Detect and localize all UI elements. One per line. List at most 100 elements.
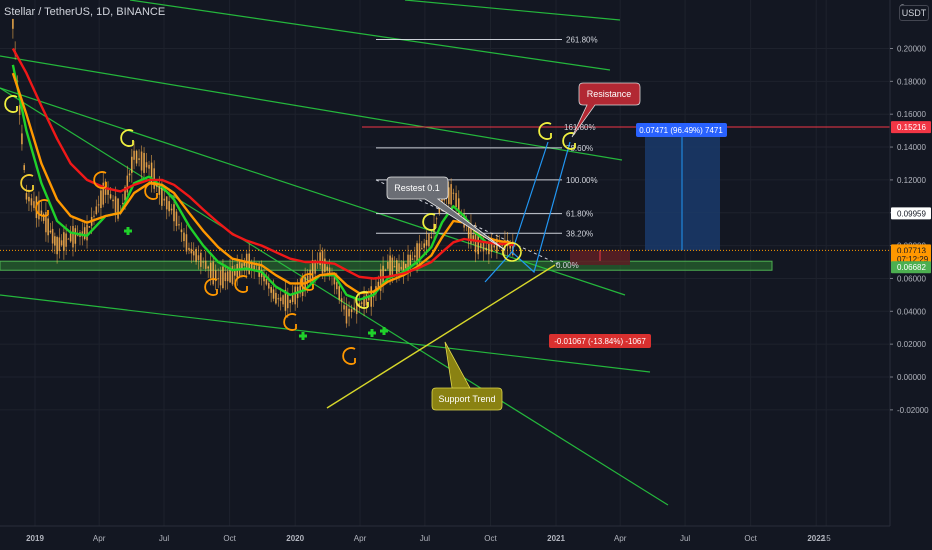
currency-unit-button[interactable]: USDT xyxy=(899,5,929,21)
candle-body-147 xyxy=(365,294,368,306)
candle-body-190 xyxy=(467,220,470,239)
candle-body-5 xyxy=(23,165,25,171)
resistance-callout-box xyxy=(571,82,641,138)
signal-c-marker-13 xyxy=(538,122,552,140)
candle-body-27 xyxy=(74,228,77,244)
candle-body-66 xyxy=(168,201,170,212)
candle-body-6 xyxy=(25,193,28,200)
channel-line-4 xyxy=(129,0,611,71)
candle-body-4 xyxy=(21,133,23,145)
price-tick-label-0: 0.20000 xyxy=(897,45,926,54)
candle-body-21 xyxy=(60,240,63,246)
candle-body-144 xyxy=(358,303,361,307)
candle-body-126 xyxy=(314,260,316,274)
time-tick-label-5: Apr xyxy=(354,534,367,543)
candle-body-197 xyxy=(485,247,488,251)
candle-body-191 xyxy=(470,223,472,244)
signal-markers xyxy=(4,95,576,365)
candle-body-112 xyxy=(279,297,282,302)
support-zone-band xyxy=(0,260,773,271)
signal-c-marker-1 xyxy=(20,174,34,192)
candle-body-26 xyxy=(72,225,74,248)
candle-body-120 xyxy=(299,285,301,294)
time-axis[interactable]: 2019 Apr Jul Oct 2020 Apr Jul Oct 2021 Apr Jul Oct 2… xyxy=(0,525,890,543)
candle-body-48 xyxy=(124,186,126,201)
time-tick-label-6: Jul xyxy=(420,534,430,543)
candle-body-58 xyxy=(148,164,150,169)
candle-body-18 xyxy=(54,236,56,246)
short-position-label-box xyxy=(549,334,651,348)
candle-body-198 xyxy=(488,241,490,255)
fib-level-label-1: 161.80% xyxy=(564,123,596,132)
symbol-title: Stellar / TetherUS, 1D, BINANCE xyxy=(4,6,166,18)
candle-body-9 xyxy=(33,201,35,208)
candle-body-194 xyxy=(477,233,479,255)
channel-line-1 xyxy=(0,294,651,373)
time-tick-label-10: Jul xyxy=(680,534,690,543)
candle-body-38 xyxy=(100,190,102,208)
candle-body-164 xyxy=(404,263,407,269)
buy-signal-2 xyxy=(368,329,376,337)
candle-body-138 xyxy=(343,305,345,310)
candle-body-49 xyxy=(126,175,129,193)
candle-body-160 xyxy=(395,260,398,275)
candle-body-175 xyxy=(430,236,433,238)
candle-body-90 xyxy=(226,271,229,282)
candle-body-171 xyxy=(421,248,423,250)
candle-body-0 xyxy=(12,18,14,29)
candle-body-168 xyxy=(414,255,416,258)
price-label-2: 0.07713 xyxy=(897,246,926,255)
price-axis[interactable]: C0.200000.180000.160000.140000.120000.10… xyxy=(889,0,932,550)
price-label-4: 0.06682 xyxy=(897,263,926,272)
callouts[interactable]: Resistance Restest 0.1 Support Trend 0.0747… xyxy=(386,82,727,411)
candle-body-11 xyxy=(38,200,40,220)
fib-level-label-3: 78.60% xyxy=(566,144,593,153)
candle-body-56 xyxy=(143,152,145,173)
candle-body-85 xyxy=(214,270,217,282)
candle-body-47 xyxy=(121,202,124,204)
candle-body-92 xyxy=(231,266,234,285)
candle-body-22 xyxy=(63,232,65,251)
signal-c-marker-3 xyxy=(93,171,107,189)
candle-body-63 xyxy=(161,186,163,206)
price-tick-label-8: 0.04000 xyxy=(897,307,926,316)
candle-body-185 xyxy=(455,193,457,207)
candle-body-39 xyxy=(102,182,105,205)
candle-body-67 xyxy=(170,208,173,211)
candle-body-59 xyxy=(150,162,153,183)
candle-body-57 xyxy=(145,162,148,168)
candle-body-145 xyxy=(360,302,363,304)
time-tick-label-12: 2022 xyxy=(807,534,825,543)
candle-body-12 xyxy=(40,210,43,215)
signal-c-marker-12 xyxy=(422,213,436,231)
candle-body-101 xyxy=(253,265,255,271)
signal-c-marker-8 xyxy=(300,273,314,291)
channel-line-3 xyxy=(0,55,623,161)
candle-body-159 xyxy=(393,266,396,268)
price-axis-background xyxy=(890,0,932,550)
candle-body-140 xyxy=(348,308,350,317)
fib-level-label-6: 0.00% xyxy=(556,261,579,270)
candle-body-52 xyxy=(133,150,135,160)
support-trend-line[interactable] xyxy=(326,264,556,409)
support-trendline[interactable] xyxy=(326,264,556,409)
candle-body-86 xyxy=(217,278,219,280)
buy-signal-3 xyxy=(380,327,388,335)
candle-body-117 xyxy=(291,294,294,302)
candle-body-177 xyxy=(435,218,438,220)
candle-body-83 xyxy=(209,262,212,278)
candle-body-89 xyxy=(224,272,227,282)
candle-body-91 xyxy=(229,268,231,283)
candle-body-161 xyxy=(398,263,400,273)
time-tick-label-2: Jul xyxy=(159,534,169,543)
candle-body-97 xyxy=(243,262,246,266)
signal-c-marker-7 xyxy=(234,275,248,293)
candle-body-74 xyxy=(188,247,190,250)
signal-c-marker-2 xyxy=(35,199,49,217)
candle-body-202 xyxy=(498,244,501,246)
signal-c-marker-4 xyxy=(120,129,134,147)
candle-body-130 xyxy=(324,258,326,273)
candle-body-55 xyxy=(140,151,143,171)
